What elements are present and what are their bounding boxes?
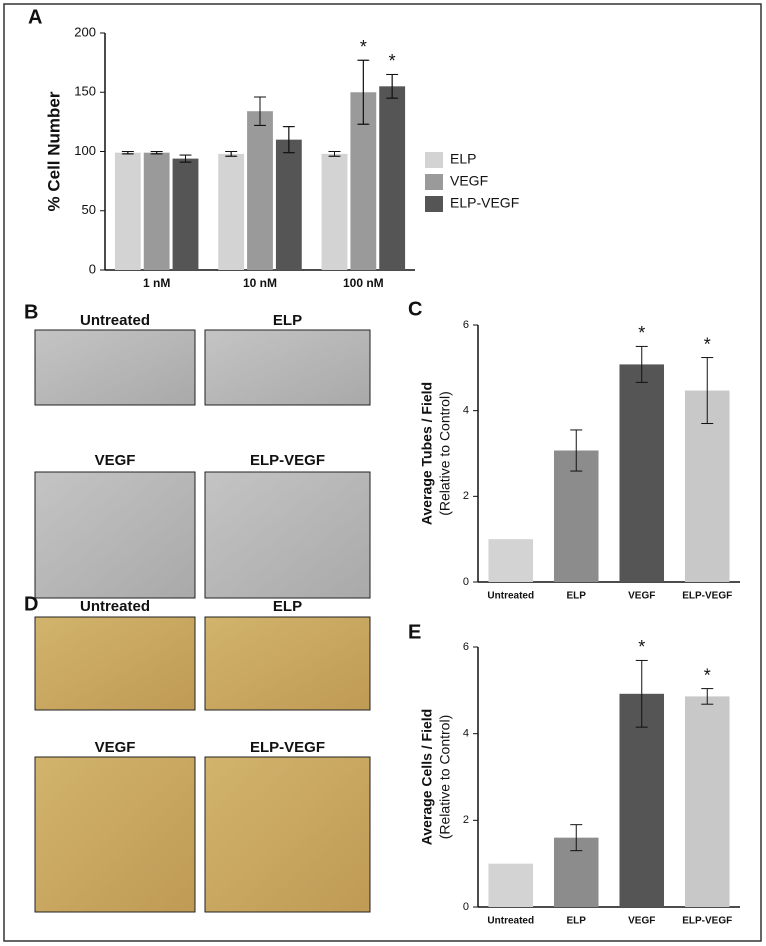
- legend-label: VEGF: [450, 173, 488, 189]
- image-label: ELP: [273, 312, 302, 329]
- legend-label: ELP: [450, 151, 476, 167]
- bar: [275, 139, 302, 270]
- significance-marker: *: [389, 51, 396, 71]
- x-tick-label: VEGF: [628, 591, 655, 602]
- image-label: VEGF: [95, 452, 136, 469]
- significance-marker: *: [638, 323, 645, 343]
- y-axis-label: Average Cells / Field: [419, 709, 435, 845]
- bar: [488, 539, 534, 582]
- bar: [684, 696, 730, 907]
- y-tick-label: 0: [89, 261, 96, 276]
- x-tick-label: ELP-VEGF: [682, 591, 732, 602]
- figure-frame: [3, 3, 762, 942]
- y-tick-label: 50: [82, 202, 96, 217]
- image-label: ELP: [273, 598, 302, 615]
- image-label: Untreated: [80, 598, 150, 615]
- significance-marker: *: [704, 665, 711, 685]
- bar: [321, 153, 348, 270]
- panel-label: D: [24, 593, 38, 615]
- legend-swatch: [425, 152, 443, 168]
- image-label: Untreated: [80, 312, 150, 329]
- legend-swatch: [425, 196, 443, 212]
- image-label: ELP-VEGF: [250, 452, 325, 469]
- x-tick-label: ELP-VEGF: [682, 916, 732, 927]
- y-tick-label: 0: [463, 901, 469, 913]
- y-axis-label: % Cell Number: [44, 91, 63, 211]
- micrograph: [204, 471, 371, 599]
- x-tick-label: Untreated: [487, 916, 534, 927]
- micrograph: [204, 756, 371, 913]
- significance-marker: *: [638, 637, 645, 657]
- x-tick-label: ELP: [567, 916, 587, 927]
- legend-label: ELP-VEGF: [450, 195, 519, 211]
- panel-label: C: [408, 298, 422, 320]
- image-label: VEGF: [95, 739, 136, 756]
- significance-marker: *: [360, 37, 367, 57]
- y-tick-label: 150: [74, 84, 96, 99]
- bar: [218, 153, 245, 270]
- y-axis-label: Average Tubes / Field: [419, 382, 435, 525]
- y-tick-label: 2: [463, 490, 469, 502]
- bar: [379, 86, 406, 270]
- bar: [247, 111, 273, 271]
- micrograph: [34, 471, 196, 599]
- x-tick-label: 10 nM: [243, 276, 277, 290]
- y-tick-label: 6: [463, 319, 469, 331]
- x-tick-label: VEGF: [628, 916, 655, 927]
- bar: [488, 863, 534, 907]
- bar: [114, 152, 141, 270]
- panel-label: E: [408, 621, 421, 643]
- y-tick-label: 100: [74, 143, 96, 158]
- bar: [143, 152, 170, 270]
- x-tick-label: Untreated: [487, 591, 534, 602]
- x-tick-label: 100 nM: [343, 276, 384, 290]
- significance-marker: *: [704, 334, 711, 354]
- micrograph: [204, 329, 371, 406]
- y-tick-label: 0: [463, 576, 469, 588]
- bar: [619, 693, 665, 907]
- panel-label: A: [28, 6, 42, 28]
- bar: [619, 364, 665, 582]
- bar: [172, 158, 199, 270]
- micrograph: [34, 756, 196, 913]
- y-tick-label: 6: [463, 641, 469, 653]
- micrograph: [34, 329, 196, 406]
- y-tick-label: 2: [463, 814, 469, 826]
- y-tick-label: 200: [74, 24, 96, 39]
- image-label: ELP-VEGF: [250, 739, 325, 756]
- micrograph: [34, 616, 196, 711]
- micrograph: [204, 616, 371, 711]
- x-tick-label: ELP: [567, 591, 587, 602]
- legend-swatch: [425, 174, 443, 190]
- y-axis-label: (Relative to Control): [437, 391, 453, 516]
- x-tick-label: 1 nM: [143, 276, 170, 290]
- bar: [553, 450, 599, 582]
- y-tick-label: 4: [463, 728, 469, 740]
- panel-label: B: [24, 301, 38, 323]
- y-tick-label: 4: [463, 405, 469, 417]
- y-axis-label: (Relative to Control): [437, 715, 453, 840]
